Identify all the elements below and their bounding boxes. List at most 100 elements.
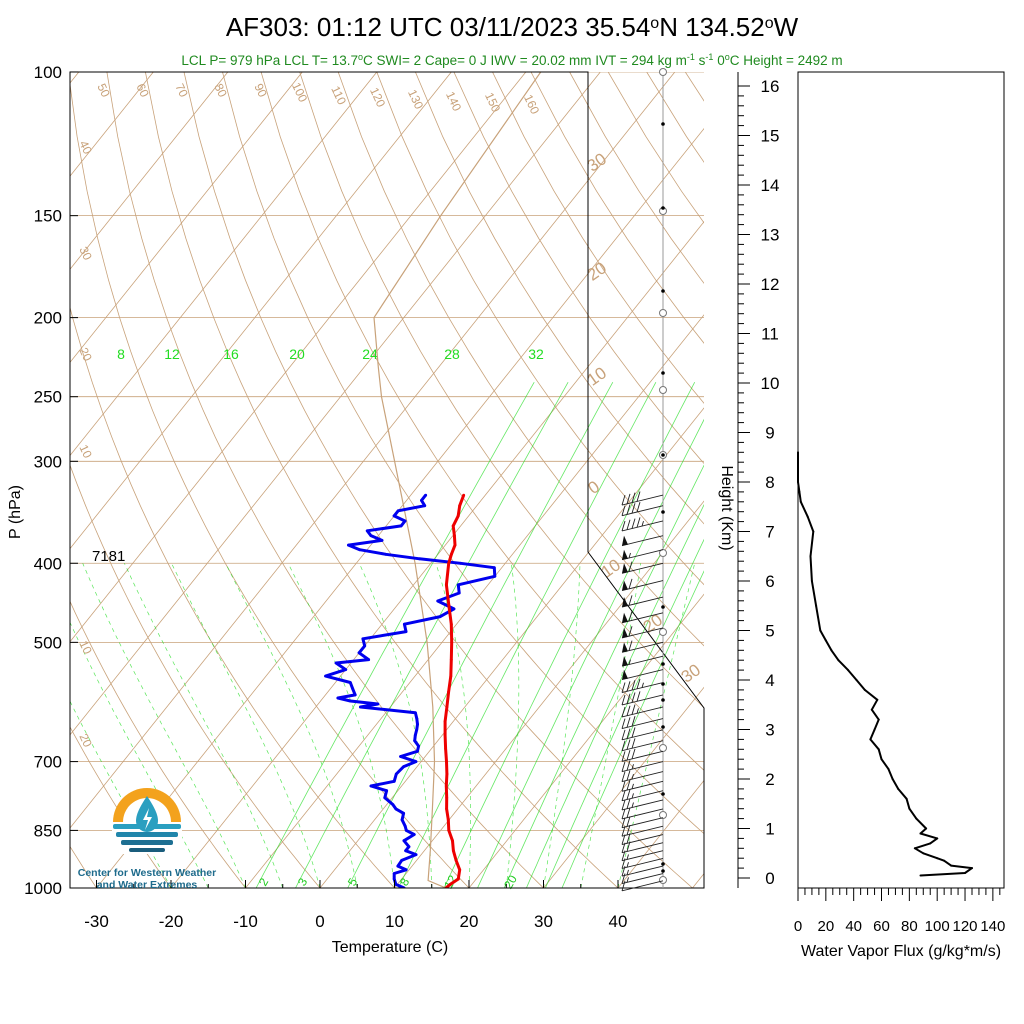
isotherm-label-left-2: 20: [76, 345, 94, 363]
dewpoint-point: [394, 807, 398, 811]
pressure-tick-label-5: 400: [34, 554, 62, 573]
flux-point: [919, 832, 922, 835]
dewpoint-point: [369, 784, 373, 788]
wind-barb: [621, 669, 664, 681]
dewpoint-point: [423, 504, 427, 508]
pressure-tick-label-2: 200: [34, 309, 62, 328]
dewpoint-point: [417, 744, 420, 748]
dewpoint-point: [400, 859, 404, 862]
pressure-tick-label-8: 850: [34, 821, 62, 840]
isotherm-label-left-0: 40: [76, 138, 94, 156]
flux-point: [798, 490, 801, 493]
dewpoint-point: [407, 845, 411, 849]
dewpoint-point: [452, 607, 456, 611]
height-tick-label-4: 4: [765, 671, 774, 690]
wind-barb: [621, 517, 664, 532]
flux-point: [897, 787, 900, 790]
temperature-tick-label-0: -30: [84, 912, 109, 931]
temperature-point: [444, 784, 448, 788]
dewpoint-point: [415, 717, 419, 720]
wind-barb: [621, 738, 664, 752]
height-tick-label-8: 8: [765, 473, 774, 492]
height-tick-label-16: 16: [761, 77, 780, 96]
dewpoint-line: [324, 494, 497, 888]
flux-tick-label-0: 0: [794, 918, 802, 935]
flux-point: [880, 758, 883, 761]
wind-barb: [621, 491, 664, 506]
temperature-point: [462, 493, 466, 497]
dewpoint-point: [334, 661, 338, 665]
dewpoint-point: [413, 739, 417, 743]
pressure-tick-label-1: 150: [34, 207, 62, 226]
temperature-tick-label-7: 40: [609, 912, 628, 931]
mixing-ratio-label-top-5: 28: [444, 346, 460, 362]
temperature-tick-label-4: 10: [385, 912, 404, 931]
isotherm-label-left-4: 10: [76, 638, 94, 656]
flux-point: [797, 481, 799, 483]
temperature-point: [445, 705, 449, 709]
height-tick-label-13: 13: [761, 226, 780, 245]
dewpoint-point: [369, 534, 373, 537]
isotherm-label-top-4: 90: [251, 81, 269, 99]
dewpoint-point: [420, 499, 423, 502]
dewpoint-point: [384, 552, 388, 556]
pressure-tick-label-6: 500: [34, 633, 62, 652]
isotherm-label-right-4: 10: [598, 555, 624, 581]
flux-point: [799, 500, 802, 503]
flux-point: [929, 842, 932, 845]
temperature-point: [452, 849, 455, 853]
dewpoint-point: [438, 615, 442, 618]
skewt-annotation: 7181: [92, 548, 125, 565]
flux-point: [971, 867, 973, 870]
dewpoint-point: [414, 760, 418, 763]
temperature-point: [458, 868, 462, 872]
wind-barb: [621, 501, 664, 517]
dewpoint-point: [412, 833, 416, 836]
wind-ring-marker: [659, 811, 667, 819]
wind-ring-marker: [659, 628, 667, 636]
flux-point: [797, 466, 799, 469]
wind-ring-marker: [659, 309, 667, 317]
mixing-ratio-label-top-3: 20: [289, 346, 305, 362]
dewpoint-point: [344, 668, 348, 671]
temperature-tick-label-1: -20: [159, 912, 184, 931]
dewpoint-point: [416, 749, 419, 753]
temperature-point: [453, 534, 456, 537]
dewpoint-point: [402, 765, 406, 768]
wind-dot-marker: [661, 662, 665, 666]
dewpoint-point: [367, 658, 370, 661]
wind-barb: [621, 760, 664, 773]
wind-dot-marker: [661, 289, 665, 293]
dewpoint-point: [402, 811, 405, 815]
dewpoint-point: [347, 543, 350, 547]
isotherm-label-left-3: 10: [76, 442, 94, 460]
dewpoint-point: [404, 849, 408, 853]
dewpoint-series: [324, 493, 497, 888]
wind-dot-marker: [661, 698, 665, 702]
wind-barb: [621, 716, 664, 730]
temperature-point: [445, 772, 449, 776]
dewpoint-point: [383, 796, 387, 800]
wind-barb: [621, 678, 664, 693]
temperature-point: [456, 514, 460, 518]
dewpoint-point: [403, 519, 407, 523]
height-tick-label-12: 12: [761, 275, 780, 294]
temperature-point: [445, 807, 448, 811]
dewpoint-point: [404, 829, 408, 832]
temperature-point: [451, 839, 454, 843]
height-tick-label-3: 3: [765, 721, 774, 740]
flux-point: [936, 857, 939, 860]
wind-barb: [621, 816, 664, 829]
temperature-point: [451, 524, 455, 528]
flux-point: [964, 872, 966, 874]
dewpoint-point: [380, 539, 384, 542]
temperature-point: [450, 640, 454, 644]
height-tick-label-15: 15: [761, 127, 780, 146]
temperature-point: [447, 690, 450, 694]
flux-point: [876, 698, 879, 701]
dewpoint-point: [351, 687, 355, 691]
flux-point: [950, 864, 953, 867]
flux-point: [819, 629, 822, 632]
dewpoint-point: [396, 509, 400, 513]
wind-barb-column: [621, 68, 667, 892]
